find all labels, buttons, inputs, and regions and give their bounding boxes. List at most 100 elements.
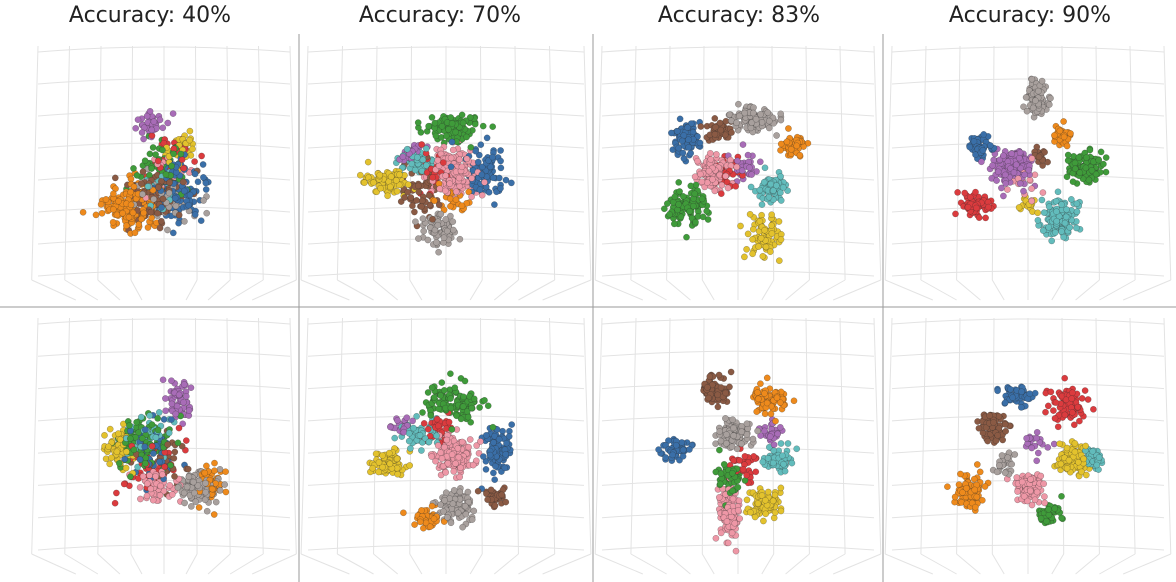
data-point-cyan [747, 183, 755, 191]
data-point-cyan [1039, 227, 1047, 234]
data-point-gray [216, 487, 224, 494]
data-point-brown [407, 194, 415, 201]
data-point-gray [440, 508, 447, 515]
data-point-green [484, 402, 492, 410]
data-point-brown [171, 473, 178, 480]
data-point-pink [450, 468, 458, 475]
data-point-olive [379, 452, 386, 459]
data-point-pink [442, 187, 449, 195]
data-point-brown [418, 197, 426, 205]
data-point-green [1102, 154, 1110, 161]
data-point-olive [122, 464, 130, 472]
data-point-pink [149, 496, 157, 504]
data-point-cyan [760, 178, 768, 186]
grid-line [64, 45, 70, 281]
data-point-gray [202, 488, 209, 496]
data-point-pink [456, 156, 463, 164]
data-point-olive [777, 236, 785, 243]
data-point-green [148, 165, 155, 172]
data-point-green [159, 146, 166, 154]
data-point-orange [92, 211, 100, 219]
data-point-blue [679, 149, 687, 157]
data-point-blue [141, 443, 149, 451]
data-point-brown [429, 215, 436, 223]
data-point-olive [737, 222, 744, 230]
data-point-gray [773, 132, 780, 139]
data-point-green [438, 122, 446, 130]
data-point-pink [1028, 185, 1035, 193]
data-point-red [154, 157, 162, 165]
data-point-gray [192, 498, 200, 506]
data-point-blue [160, 416, 168, 423]
data-point-green [442, 132, 450, 140]
data-point-blue [502, 450, 510, 458]
data-point-brown [711, 115, 719, 122]
data-point-olive [101, 431, 108, 439]
data-point-green [679, 193, 687, 200]
data-point-blue [482, 431, 490, 439]
data-point-green [174, 439, 182, 447]
data-point-gray [1038, 77, 1046, 85]
data-point-pink [458, 438, 466, 446]
data-point-green [141, 157, 149, 165]
data-point-blue [478, 171, 486, 179]
data-point-blue [199, 161, 207, 168]
data-point-orange [113, 211, 121, 219]
data-point-gray [201, 496, 209, 504]
grid-line [549, 317, 556, 555]
data-point-blue [966, 143, 974, 151]
data-point-cyan [761, 164, 769, 172]
data-point-red [113, 489, 120, 497]
data-point-gray [464, 488, 472, 496]
data-point-brown [170, 454, 178, 462]
data-point-olive [393, 187, 401, 195]
data-point-green [1095, 156, 1103, 164]
data-point-blue [495, 174, 503, 182]
data-point-olive [377, 184, 384, 192]
data-point-olive [384, 192, 391, 200]
data-point-brown [717, 126, 725, 134]
data-point-pink [465, 443, 472, 451]
data-point-pink [456, 473, 464, 481]
data-point-green [448, 426, 456, 433]
data-point-red [161, 463, 169, 471]
grid-line [258, 317, 264, 555]
grid-line [701, 317, 705, 555]
grid-line [666, 45, 671, 281]
data-point-blue [186, 191, 194, 199]
data-point-gray [415, 235, 422, 242]
data-point-brown [716, 119, 724, 127]
data-point-orange [130, 183, 138, 191]
data-point-gray [202, 479, 209, 487]
grid-line [884, 45, 893, 281]
data-point-orange [211, 467, 218, 475]
data-point-brown [180, 178, 187, 186]
data-point-pink [152, 473, 160, 480]
data-point-brown [171, 448, 179, 456]
data-point-olive [393, 455, 401, 463]
data-point-blue [491, 476, 499, 484]
data-point-blue [675, 144, 683, 152]
grid-line [300, 317, 309, 555]
data-point-orange [109, 206, 117, 213]
data-point-purple [168, 400, 176, 408]
data-point-olive [757, 234, 765, 242]
data-point-blue [485, 188, 493, 196]
data-point-pink [455, 453, 463, 461]
data-point-cyan [144, 183, 152, 190]
data-point-green [703, 207, 711, 215]
data-point-gray [449, 226, 457, 234]
data-point-olive [766, 248, 774, 256]
grid-line [666, 279, 691, 301]
grid-line [630, 45, 637, 281]
data-point-red [732, 182, 740, 190]
data-point-gray [735, 100, 742, 108]
data-point-pink [709, 176, 716, 183]
data-point-green [459, 403, 467, 410]
data-point-gray [1022, 94, 1030, 101]
data-point-red [439, 159, 447, 166]
data-point-pink [727, 156, 734, 164]
grid-line [97, 553, 121, 575]
data-point-pink [442, 469, 450, 476]
data-point-purple [399, 153, 407, 161]
